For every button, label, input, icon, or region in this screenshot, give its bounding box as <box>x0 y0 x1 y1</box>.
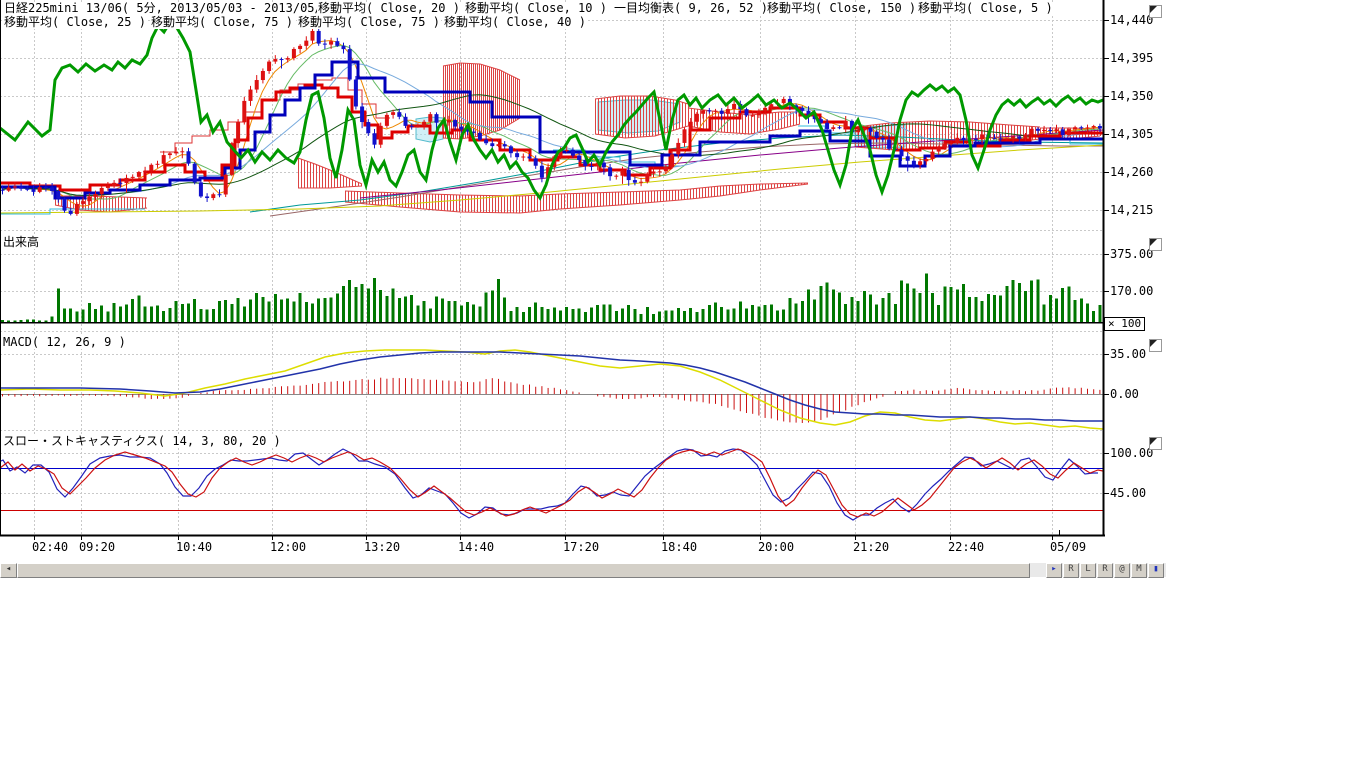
time-label: 05/09 <box>1050 541 1086 553</box>
indicator-label: 移動平均( Close, 25 ) <box>3 16 147 29</box>
toolbar-l-icon[interactable]: L <box>1080 563 1096 578</box>
scroll-right-icon[interactable]: ▸ <box>1046 563 1062 578</box>
scrollbar-thumb[interactable] <box>17 563 1030 578</box>
axis-value-label: 45.00 <box>1110 487 1146 499</box>
time-label: 21:20 <box>853 541 889 553</box>
axis-value-label: 35.00 <box>1110 348 1146 360</box>
chart-title-indicator-label: 移動平均( Close, 5 ) <box>917 2 1054 15</box>
time-label: 12:00 <box>270 541 306 553</box>
axis-value-label: 14,215 <box>1110 204 1153 216</box>
resize-triangle-icon <box>1150 6 1157 13</box>
chart-window: 日経225mini 13/06( 5分, 2013/05/03 - 2013/0… <box>0 0 1366 768</box>
chart-title-indicator-label: 日経225mini 13/06( 5分, 2013/05/03 - 2013/0… <box>3 2 352 15</box>
pane-collapse-button[interactable] <box>1149 339 1162 352</box>
axis-value-label: 14,440 <box>1110 14 1153 26</box>
axis-value-label: 100.00 <box>1110 447 1153 459</box>
resize-triangle-icon <box>1150 438 1157 445</box>
toolbar-at-icon[interactable]: @ <box>1114 563 1130 578</box>
time-label: 14:40 <box>458 541 494 553</box>
pane-label-stochastics: スロー・ストキャスティクス( 14, 3, 80, 20 ) <box>3 435 281 448</box>
axis-value-label: 0.00 <box>1110 388 1139 400</box>
pane-label-macd: MACD( 12, 26, 9 ) <box>3 336 126 349</box>
chart-title-indicator-label: 一目均衡表( 9, 26, 52 ) <box>613 2 769 15</box>
axis-value-label: 14,260 <box>1110 166 1153 178</box>
resize-triangle-icon <box>1150 340 1157 347</box>
axis-value-label: 14,395 <box>1110 52 1153 64</box>
chart-title-indicator-label: 移動平均( Close, 20 ) <box>317 2 461 15</box>
chart-canvas <box>0 0 1366 768</box>
time-label: 18:40 <box>661 541 697 553</box>
scroll-left-button[interactable]: ◂ <box>0 563 17 578</box>
volume-multiplier-badge: × 100 <box>1104 317 1145 331</box>
toolbar-marker-icon[interactable]: ▮ <box>1148 563 1164 578</box>
resize-triangle-icon <box>1150 239 1157 246</box>
indicator-label: 移動平均( Close, 75 ) <box>150 16 294 29</box>
time-label: 13:20 <box>364 541 400 553</box>
indicator-label: 移動平均( Close, 40 ) <box>443 16 587 29</box>
pane-collapse-button[interactable] <box>1149 238 1162 251</box>
time-label: 09:20 <box>79 541 115 553</box>
time-label: 17:20 <box>563 541 599 553</box>
toolbar-m-icon[interactable]: M <box>1131 563 1147 578</box>
time-label: 02:40 <box>32 541 68 553</box>
axis-value-label: 14,305 <box>1110 128 1153 140</box>
pane-collapse-button[interactable] <box>1149 437 1162 450</box>
horizontal-scrollbar[interactable]: ◂ ▸RLR@M▮ <box>0 563 1166 577</box>
scroll-left-icon: ◂ <box>6 564 11 574</box>
pane-collapse-button[interactable] <box>1149 5 1162 18</box>
axis-value-label: 375.00 <box>1110 248 1153 260</box>
indicator-label: 移動平均( Close, 75 ) <box>297 16 441 29</box>
chart-title-indicator-label: 移動平均( Close, 150 ) <box>766 2 917 15</box>
chart-title-indicator-label: 移動平均( Close, 10 ) <box>464 2 608 15</box>
axis-value-label: 170.00 <box>1110 285 1153 297</box>
axis-value-label: 14,350 <box>1110 90 1153 102</box>
time-label: 22:40 <box>948 541 984 553</box>
toolbar-r2-icon[interactable]: R <box>1097 563 1113 578</box>
toolbar-r1-icon[interactable]: R <box>1063 563 1079 578</box>
time-label: 10:40 <box>176 541 212 553</box>
pane-label-volume: 出来高 <box>3 236 39 249</box>
time-label: 20:00 <box>758 541 794 553</box>
